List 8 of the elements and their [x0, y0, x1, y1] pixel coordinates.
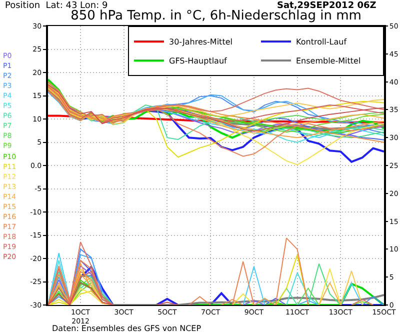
chart-title: 850 hPa Temp. in °C, 6h-Niederschlag in mm — [70, 8, 362, 24]
text: Daten: Ensembles des GFS von NCEP — [52, 324, 202, 333]
text: Position Lat: 43 Lon: 9 — [5, 1, 108, 11]
legend-label: Kontroll-Lauf — [296, 38, 347, 47]
legend-label: GFS-Hauptlauf — [169, 56, 228, 66]
legend-label: Ensemble-Mittel — [296, 56, 361, 66]
text: Sat,29SEP2012 06Z — [277, 1, 377, 11]
legend-label: 30-Jahres-Mittel — [169, 38, 232, 47]
